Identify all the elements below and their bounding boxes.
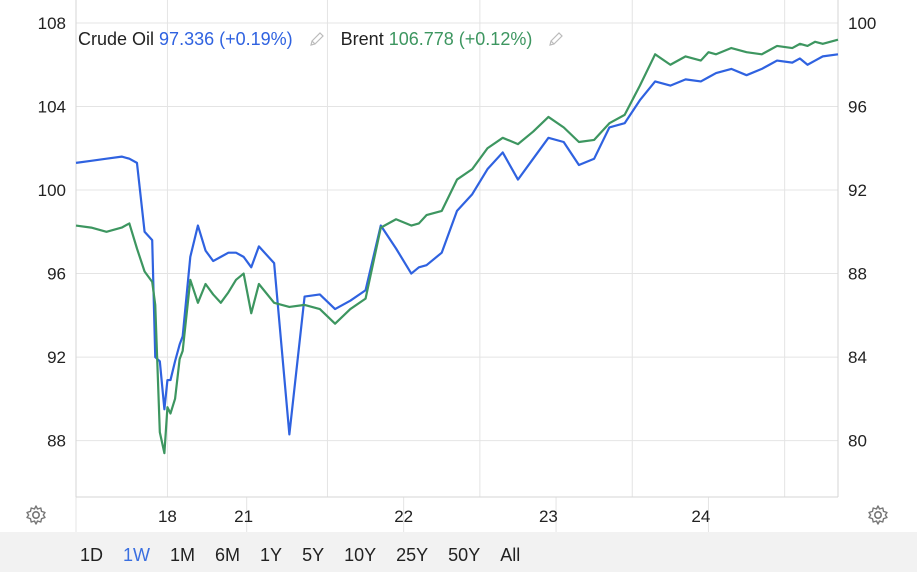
range-button-1d[interactable]: 1D (80, 545, 104, 565)
y-right-tick-label: 96 (848, 98, 867, 117)
pencil-icon[interactable] (547, 30, 565, 48)
gear-icon[interactable] (25, 504, 47, 526)
y-right-tick-label: 92 (848, 181, 867, 200)
x-tick-label: 24 (691, 507, 710, 526)
range-button-25y[interactable]: 25Y (396, 545, 429, 565)
time-range-selector: 1D 1W 1M 6M 1Y 5Y 10Y 25Y 50Y All (80, 545, 540, 566)
x-tick-label: 22 (394, 507, 413, 526)
y-left-tick-label: 108 (38, 14, 66, 33)
tick-labels: 88 92 96 100 104 108 80 84 88 92 96 100 18 21 22 23 24 (38, 14, 877, 526)
chart-area: 88 92 96 100 104 108 80 84 88 92 96 100 18 21 22 23 24 (38, 0, 877, 532)
y-right-tick-label: 84 (848, 348, 867, 367)
legend: Crude Oil 97.336 (+0.19%) Brent 106.778 … (78, 28, 575, 50)
legend-brent-value: 106.778 (+0.12%) (388, 28, 533, 49)
axes (75, 0, 839, 498)
range-button-1w[interactable]: 1W (123, 545, 151, 565)
range-button-50y[interactable]: 50Y (448, 545, 481, 565)
y-right-tick-label: 100 (848, 14, 876, 33)
legend-crude-value: 97.336 (+0.19%) (159, 28, 293, 49)
y-left-tick-label: 96 (47, 265, 66, 284)
series-lines (75, 38, 839, 455)
grid-lines (75, 0, 838, 532)
gear-icon[interactable] (867, 504, 889, 526)
range-button-10y[interactable]: 10Y (344, 545, 377, 565)
y-left-tick-label: 88 (47, 432, 66, 451)
y-right-tick-label: 88 (848, 265, 867, 284)
range-button-all[interactable]: All (500, 545, 521, 565)
series-line-crude-oil (75, 53, 839, 436)
y-right-tick-label: 80 (848, 432, 867, 451)
y-left-tick-label: 104 (38, 98, 66, 117)
x-tick-label: 21 (234, 507, 253, 526)
range-button-6m[interactable]: 6M (215, 545, 241, 565)
legend-crude-name: Crude Oil (78, 28, 155, 49)
x-tick-label: 23 (539, 507, 558, 526)
x-tick-label: 18 (158, 507, 177, 526)
y-left-tick-label: 92 (47, 348, 66, 367)
legend-brent-name: Brent (340, 28, 384, 49)
range-bar (0, 532, 917, 572)
pencil-icon[interactable] (308, 30, 326, 48)
series-line-brent (75, 38, 839, 455)
y-left-tick-label: 100 (38, 181, 66, 200)
range-button-1y[interactable]: 1Y (260, 545, 283, 565)
range-button-1m[interactable]: 1M (170, 545, 196, 565)
range-button-5y[interactable]: 5Y (302, 545, 325, 565)
